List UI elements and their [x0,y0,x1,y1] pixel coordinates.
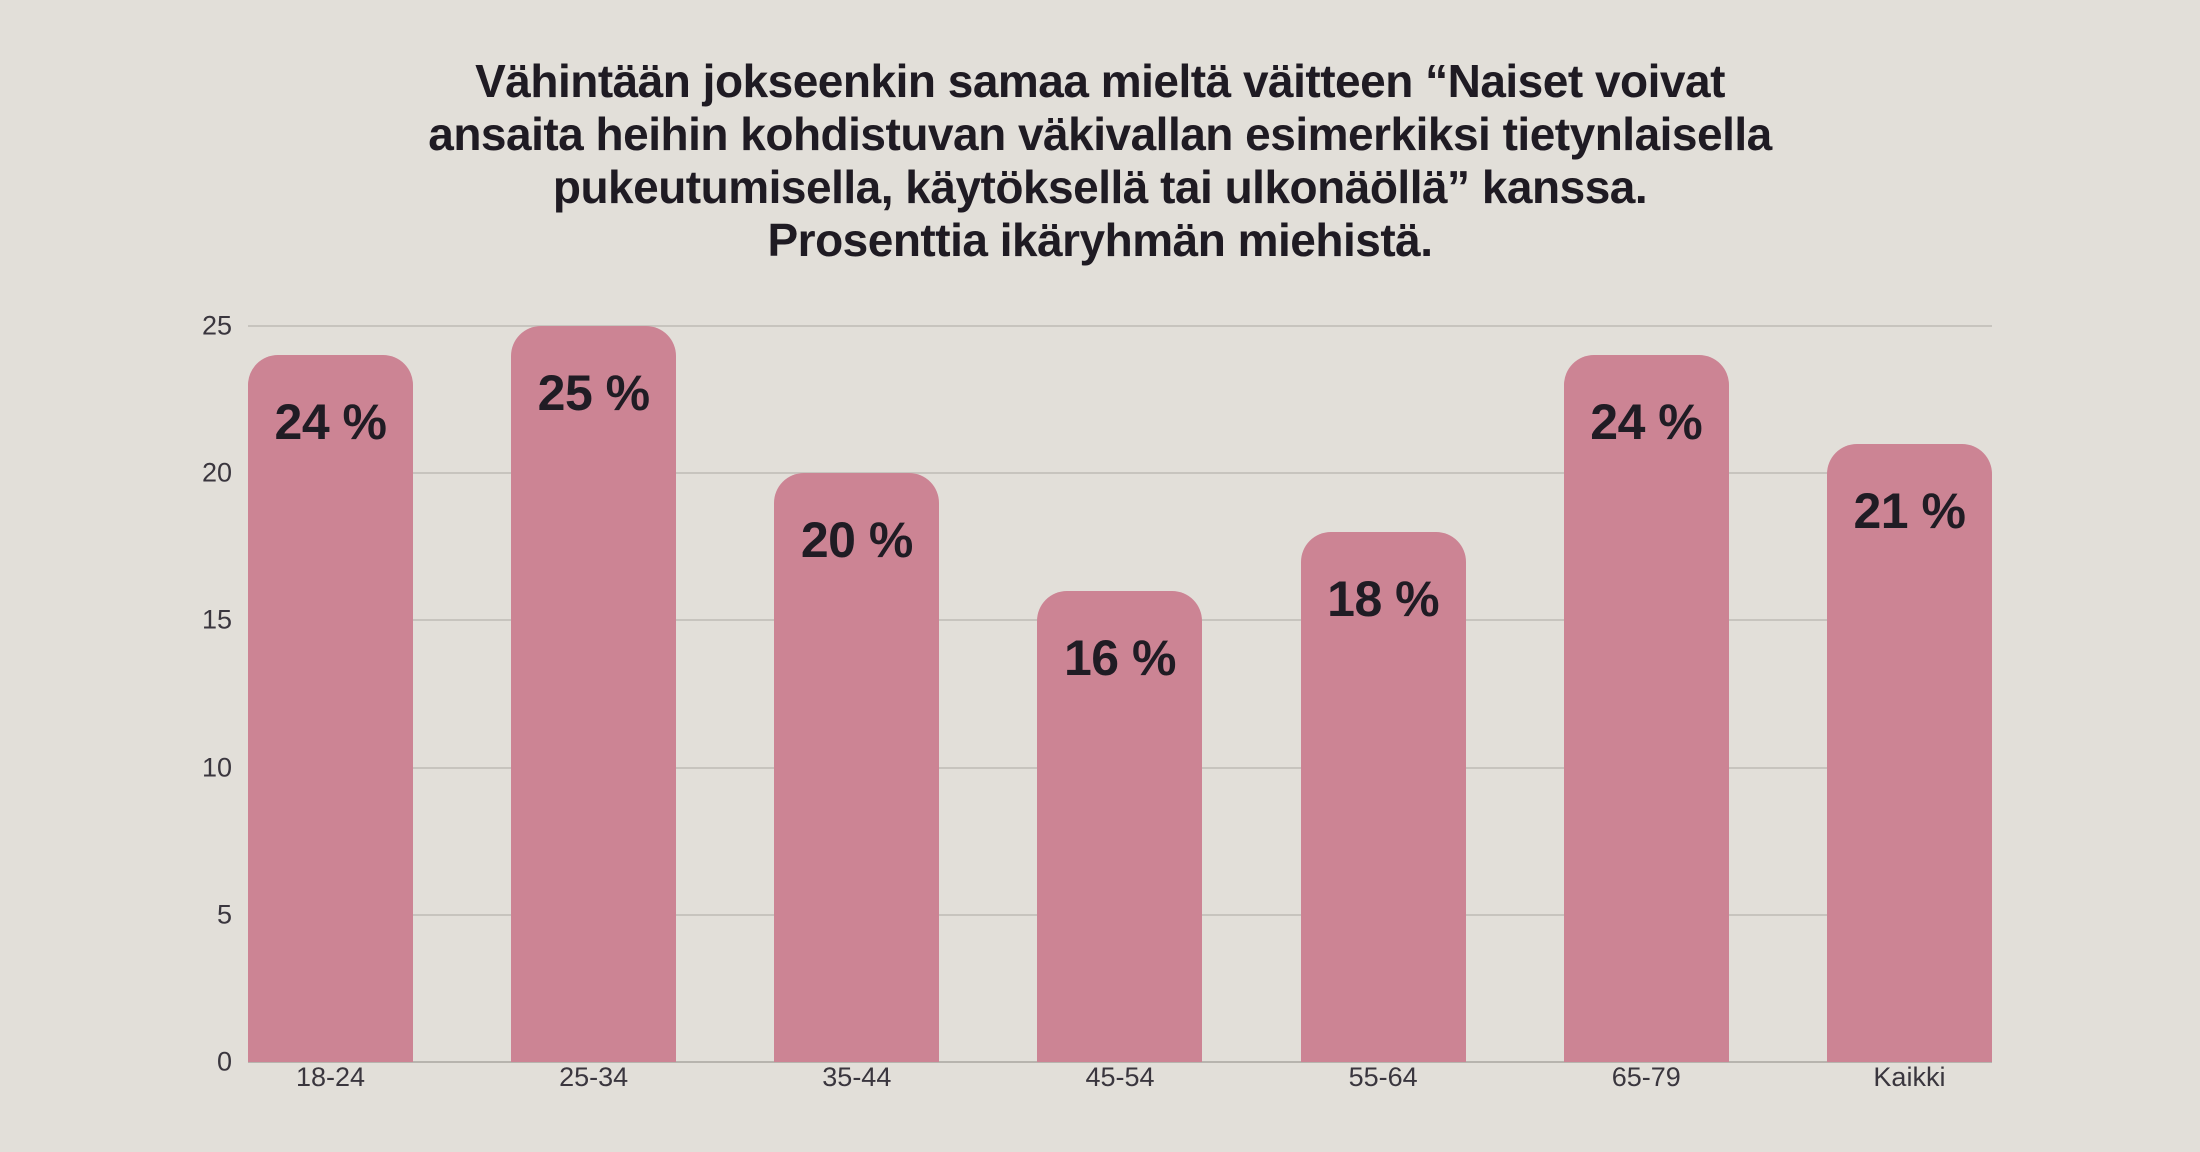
x-tick-label-25-34: 25-34 [559,1062,629,1092]
y-tick-label-15: 15 [201,604,232,635]
bar-value-label-55-64: 18 % [1327,571,1440,628]
chart-title-line-1: Vähintään jokseenkin samaa mieltä väitte… [475,55,1725,107]
y-tick-label-25: 25 [201,310,232,341]
bar-value-label-65-79: 24 % [1590,394,1703,451]
gridline-20 [248,472,1992,475]
bar-65-79: 24 % [1563,355,1729,1062]
gridline-0 [248,1061,1992,1063]
bar-35-44: 20 % [774,473,940,1062]
x-tick-label-35-44: 35-44 [822,1062,892,1092]
bar-value-label-35-44: 20 % [800,512,913,569]
chart-title-line-3: pukeutumisella, käytöksellä tai ulkonäöl… [552,161,1648,213]
bar-18-24: 24 % [248,355,413,1062]
x-tick-label-55-64: 55-64 [1348,1062,1418,1092]
chart-title: Vähintään jokseenkin samaa mieltä väitte… [0,55,2200,267]
bar-25-34: 25 % [511,326,677,1062]
plot-area: 24 % 25 % 20 % 16 % 18 % 24 % 21 % [248,325,1992,1063]
y-tick-label-10: 10 [201,752,232,783]
y-axis: 0 5 10 15 20 25 [110,312,232,1075]
x-tick-label-65-79: 65-79 [1611,1062,1681,1092]
bar-value-label-25-34: 25 % [537,365,650,421]
x-tick-label-Kaikki: Kaikki [1873,1062,1946,1092]
chart-title-line-4: Prosenttia ikäryhmän miehistä. [767,214,1433,266]
x-axis: 18-24 25-34 35-44 45-54 55-64 65-79 Kaikki [248,1060,1992,1094]
bar-Kaikki: 21 % [1826,443,1992,1062]
chart-title-line-2: ansaita heihin kohdistuvan väkivallan es… [428,108,1772,160]
bar-value-label-45-54: 16 % [1063,629,1176,686]
x-tick-label-18-24: 18-24 [295,1062,366,1092]
bar-45-54: 16 % [1037,590,1203,1062]
y-tick-label-0: 0 [216,1046,232,1077]
bar-value-label-18-24: 24 % [274,394,387,451]
bar-55-64: 18 % [1300,532,1466,1062]
gridline-25 [248,325,1992,327]
x-tick-label-45-54: 45-54 [1085,1062,1155,1092]
y-tick-label-5: 5 [216,899,232,930]
bar-value-label-Kaikki: 21 % [1853,482,1966,539]
y-tick-label-20: 20 [201,457,232,488]
